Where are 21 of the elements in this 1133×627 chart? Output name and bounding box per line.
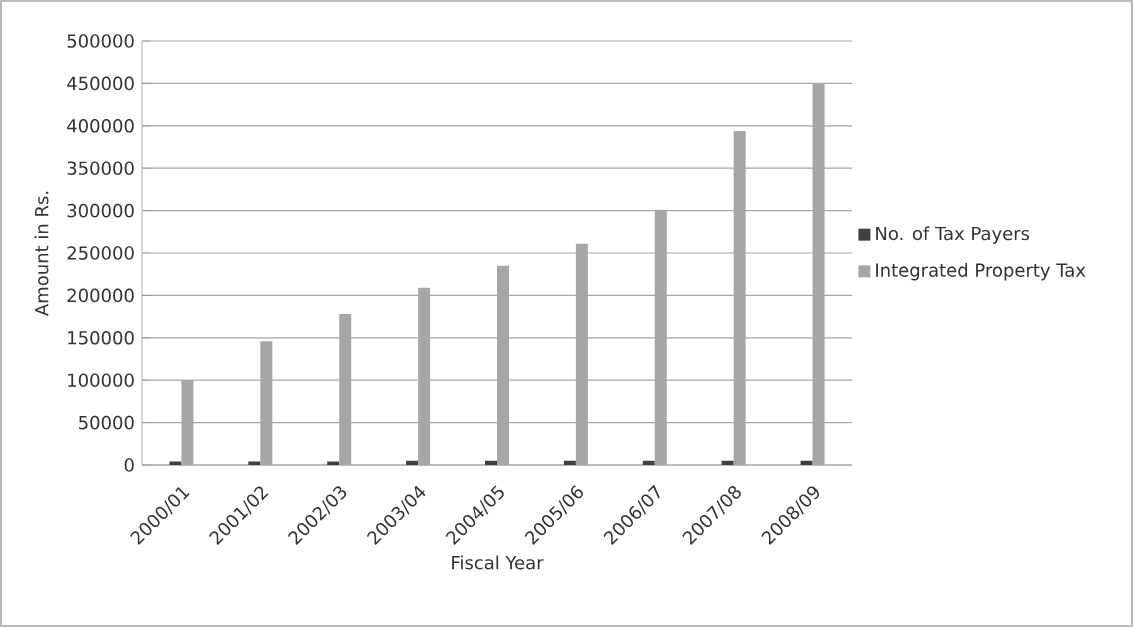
y-tick-label: 100000 [68,373,134,387]
x-axis-title: Fiscal Year [452,555,544,570]
bar [563,460,576,465]
y-tick-label: 250000 [67,246,134,260]
bar [800,460,813,465]
y-tick-label: 200000 [67,288,134,303]
y-tick-label: 0 [124,458,134,472]
y-axis-title: Amount in Rs. [34,191,49,316]
y-tick-label: 50000 [79,415,134,430]
bar [642,460,655,465]
legend-label: No. of Tax Payers [876,226,1030,244]
legend-label: Integrated Property Tax [876,263,1086,281]
bar [406,460,419,465]
y-tick-label: 350000 [67,161,134,175]
y-tick-label: 450000 [67,76,134,91]
y-tick-label: 500000 [67,34,134,48]
bar [721,460,734,465]
y-tick-label: 300000 [67,203,134,218]
y-tick-label: 150000 [68,330,134,345]
y-tick-label: 400000 [67,118,134,133]
bar [485,460,497,465]
